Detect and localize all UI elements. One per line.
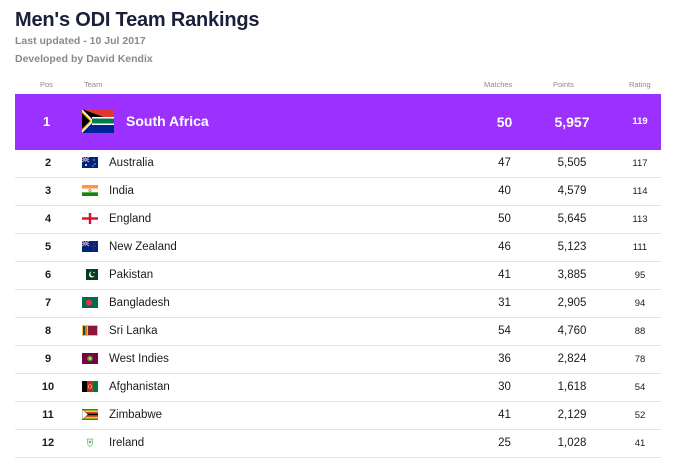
rating-value: 94 (634, 298, 646, 309)
points-value: 5,505 (557, 157, 587, 169)
points-value: 1,618 (557, 381, 587, 393)
points-value: 3,885 (557, 269, 587, 281)
new-zealand-flag-icon (82, 241, 98, 252)
header-pos: Pos (40, 80, 53, 89)
zimbabwe-flag-icon (82, 409, 98, 420)
points-value: 5,957 (554, 114, 590, 130)
rating-value: 117 (632, 158, 648, 169)
points-value: 5,123 (557, 241, 587, 253)
rating-value: 114 (632, 186, 648, 197)
developer-credit: Developed by David Kendix (15, 53, 153, 65)
header-team: Team (84, 80, 103, 89)
table-row[interactable]: 8 Sri Lanka 54 4,760 88 (15, 318, 661, 346)
header-points: Points (553, 80, 574, 89)
table-header: Pos Team Matches Points Rating (15, 80, 661, 92)
table-row[interactable]: 4 England 50 5,645 113 (15, 206, 661, 234)
rating-value: 88 (634, 326, 646, 337)
leader-row[interactable]: 1 South Africa 50 5,957 119 (15, 94, 661, 150)
rating-value: 78 (634, 354, 646, 365)
team-name: West Indies (109, 353, 169, 365)
matches-value: 46 (498, 241, 511, 253)
table-row[interactable]: 9 West Indies 36 2,824 78 (15, 346, 661, 374)
rankings-list: 2 Australia 47 5,505 117 3 India 40 4,57… (15, 150, 661, 458)
points-value: 1,028 (557, 437, 587, 449)
table-row[interactable]: 10 Afghanistan 30 1,618 54 (15, 374, 661, 402)
team-name: Pakistan (109, 269, 154, 281)
row-pos: 10 (41, 381, 55, 393)
row-pos: 8 (44, 325, 52, 337)
matches-value: 54 (498, 325, 511, 337)
points-value: 2,824 (557, 353, 587, 365)
points-value: 5,645 (557, 213, 587, 225)
rating-value: 111 (632, 242, 648, 253)
sri-lanka-flag-icon (82, 325, 98, 336)
bangladesh-flag-icon (82, 297, 98, 308)
matches-value: 31 (498, 297, 511, 309)
matches-value: 50 (496, 114, 513, 130)
row-pos: 2 (44, 157, 52, 169)
table-row[interactable]: 5 New Zealand 46 5,123 111 (15, 234, 661, 262)
team-name: England (109, 213, 152, 225)
row-pos: 11 (42, 409, 54, 421)
team-name: India (109, 185, 134, 197)
row-pos: 12 (41, 437, 55, 449)
row-pos: 1 (43, 114, 51, 129)
matches-value: 50 (498, 213, 511, 225)
matches-value: 47 (498, 157, 511, 169)
row-pos: 3 (44, 185, 52, 197)
team-name: Afghanistan (109, 381, 170, 393)
rating-value: 113 (632, 214, 648, 225)
table-row[interactable]: 7 Bangladesh 31 2,905 94 (15, 290, 661, 318)
row-pos: 9 (44, 353, 52, 365)
rating-value: 119 (632, 116, 648, 127)
points-value: 2,905 (557, 297, 587, 309)
table-row[interactable]: 3 India 40 4,579 114 (15, 178, 661, 206)
england-flag-icon (82, 213, 98, 224)
row-pos: 4 (44, 213, 52, 225)
matches-value: 40 (498, 185, 511, 197)
header-matches: Matches (484, 80, 513, 89)
header-rating: Rating (629, 80, 651, 89)
last-updated: Last updated - 10 Jul 2017 (15, 35, 146, 47)
pakistan-flag-icon (82, 269, 98, 280)
row-pos: 5 (44, 241, 52, 253)
matches-value: 30 (498, 381, 511, 393)
australia-flag-icon (82, 157, 98, 168)
team-name: Bangladesh (109, 297, 170, 309)
table-row[interactable]: 2 Australia 47 5,505 117 (15, 150, 661, 178)
matches-value: 41 (498, 269, 511, 281)
row-pos: 7 (44, 297, 52, 309)
rating-value: 41 (634, 438, 646, 449)
team-name: Zimbabwe (109, 409, 163, 421)
south-africa-flag-icon (82, 109, 114, 133)
points-value: 4,760 (557, 325, 587, 337)
table-row[interactable]: 12 Ireland 25 1,028 41 (15, 430, 661, 458)
matches-value: 41 (498, 409, 511, 421)
afghanistan-flag-icon (82, 381, 98, 392)
matches-value: 25 (498, 437, 511, 449)
rating-value: 52 (634, 410, 646, 421)
team-name: New Zealand (109, 241, 177, 253)
table-row[interactable]: 11 Zimbabwe 41 2,129 52 (15, 402, 661, 430)
table-row[interactable]: 6 Pakistan 41 3,885 95 (15, 262, 661, 290)
india-flag-icon (82, 185, 98, 196)
team-name: Ireland (109, 437, 145, 449)
points-value: 4,579 (557, 185, 587, 197)
rating-value: 95 (634, 270, 646, 281)
team-name: Australia (109, 157, 154, 169)
page-title: Men's ODI Team Rankings (15, 9, 260, 31)
row-pos: 6 (44, 269, 52, 281)
team-name: Sri Lanka (109, 325, 158, 337)
rating-value: 54 (634, 382, 646, 393)
matches-value: 36 (498, 353, 511, 365)
points-value: 2,129 (557, 409, 587, 421)
west-indies-flag-icon (82, 353, 98, 364)
ireland-cricket-flag-icon (82, 437, 98, 448)
team-name: South Africa (126, 113, 209, 129)
